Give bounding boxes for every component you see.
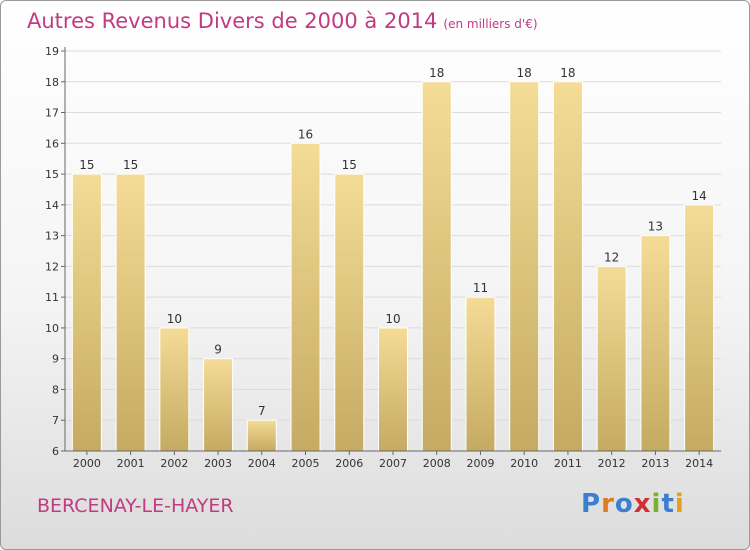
bar-2011[interactable] [552, 81, 583, 452]
bars: 15 15 10 9 7 16 15 10 18 11 18 18 12 13 14 [71, 66, 715, 452]
bar-2013[interactable] [640, 235, 671, 452]
y-tick-label: 12 [45, 260, 59, 273]
data-label-2009: 11 [473, 281, 488, 295]
y-tick-label: 7 [52, 414, 59, 427]
data-label-2008: 18 [429, 66, 444, 80]
x-tick-label-2008: 2008 [423, 457, 451, 470]
bar-2012[interactable] [596, 265, 627, 452]
bar-2014[interactable] [684, 204, 715, 452]
y-tick-label: 15 [45, 168, 59, 181]
bar-2002[interactable] [159, 327, 190, 452]
data-label-2007: 10 [385, 312, 400, 326]
x-tick-label-2005: 2005 [292, 457, 320, 470]
y-tick-label: 17 [45, 107, 59, 120]
y-tick-label: 14 [45, 199, 59, 212]
location-label: BERCENAY-LE-HAYER [37, 495, 234, 517]
chart-title: Autres Revenus Divers de 2000 à 2014 (en … [27, 9, 538, 33]
data-label-2014: 14 [691, 189, 706, 203]
y-tick-label: 18 [45, 76, 59, 89]
y-tick-label: 9 [52, 353, 59, 366]
data-label-2002: 10 [167, 312, 182, 326]
bar-2010[interactable] [509, 81, 540, 452]
bar-2007[interactable] [378, 327, 408, 452]
proxiti-logo[interactable]: Proxiti [581, 489, 685, 519]
data-label-2006: 15 [342, 158, 357, 172]
y-tick-label: 16 [45, 137, 59, 150]
data-label-2010: 18 [517, 66, 532, 80]
bar-2006[interactable] [334, 173, 365, 452]
data-label-2012: 12 [604, 250, 619, 264]
bar-2001[interactable] [115, 173, 146, 452]
x-tick-label-2002: 2002 [160, 457, 188, 470]
y-tick-label: 13 [45, 230, 59, 243]
bar-2009[interactable] [465, 296, 496, 452]
x-tick-label-2001: 2001 [117, 457, 145, 470]
bar-2005[interactable] [290, 142, 321, 452]
x-tick-label-2009: 2009 [466, 457, 494, 470]
y-tick-label: 6 [52, 445, 59, 458]
x-tick-label-2012: 2012 [598, 457, 626, 470]
x-tick-label-2004: 2004 [248, 457, 276, 470]
data-label-2001: 15 [123, 158, 138, 172]
data-label-2000: 15 [79, 158, 94, 172]
y-tick-label: 10 [45, 322, 59, 335]
y-tick-label: 11 [45, 291, 59, 304]
x-tick-label-2003: 2003 [204, 457, 232, 470]
x-tick-label-2013: 2013 [641, 457, 669, 470]
x-tick-label-2007: 2007 [379, 457, 407, 470]
data-label-2011: 18 [560, 66, 575, 80]
data-label-2005: 16 [298, 127, 313, 141]
x-tick-label-2010: 2010 [510, 457, 538, 470]
x-tick-label-2006: 2006 [335, 457, 363, 470]
data-label-2003: 9 [214, 343, 222, 357]
data-label-2013: 13 [648, 220, 663, 234]
bar-2004[interactable] [246, 419, 277, 452]
data-label-2004: 7 [258, 404, 266, 418]
x-tick-label-2000: 2000 [73, 457, 101, 470]
y-tick-label: 8 [52, 383, 59, 396]
chart-subtitle: (en milliers d'€) [443, 17, 538, 31]
bar-2000[interactable] [71, 173, 102, 452]
bar-2003[interactable] [203, 358, 234, 452]
y-tick-label: 19 [45, 45, 59, 58]
x-tick-label-2014: 2014 [685, 457, 713, 470]
bar-2008[interactable] [421, 81, 452, 452]
x-tick-label-2011: 2011 [554, 457, 582, 470]
axes: 6 7 8 9 10 11 12 13 14 15 16 17 18 19 2000 2001 2002 2003… [45, 45, 721, 470]
